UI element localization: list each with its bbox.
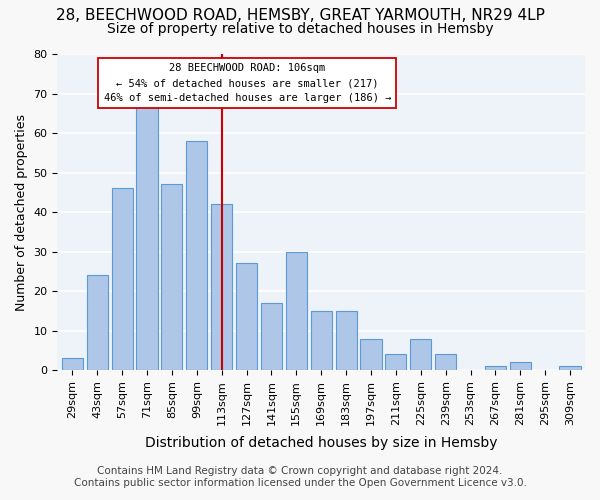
Text: 28, BEECHWOOD ROAD, HEMSBY, GREAT YARMOUTH, NR29 4LP: 28, BEECHWOOD ROAD, HEMSBY, GREAT YARMOU… [56,8,544,22]
X-axis label: Distribution of detached houses by size in Hemsby: Distribution of detached houses by size … [145,436,497,450]
Bar [311,311,332,370]
Bar [435,354,456,370]
Y-axis label: Number of detached properties: Number of detached properties [15,114,28,310]
Bar [186,141,208,370]
Bar [86,276,108,370]
Bar [136,106,158,370]
Bar [211,204,232,370]
Bar [361,338,382,370]
Bar [510,362,531,370]
Bar [112,188,133,370]
Bar [385,354,406,370]
Bar [286,252,307,370]
Bar [335,311,356,370]
Bar [410,338,431,370]
Text: Size of property relative to detached houses in Hemsby: Size of property relative to detached ho… [107,22,493,36]
Text: 28 BEECHWOOD ROAD: 106sqm
← 54% of detached houses are smaller (217)
46% of semi: 28 BEECHWOOD ROAD: 106sqm ← 54% of detac… [104,64,391,103]
Bar [485,366,506,370]
Bar [559,366,581,370]
Text: Contains HM Land Registry data © Crown copyright and database right 2024.
Contai: Contains HM Land Registry data © Crown c… [74,466,526,487]
Bar [161,184,182,370]
Bar [261,303,282,370]
Bar [62,358,83,370]
Bar [236,264,257,370]
